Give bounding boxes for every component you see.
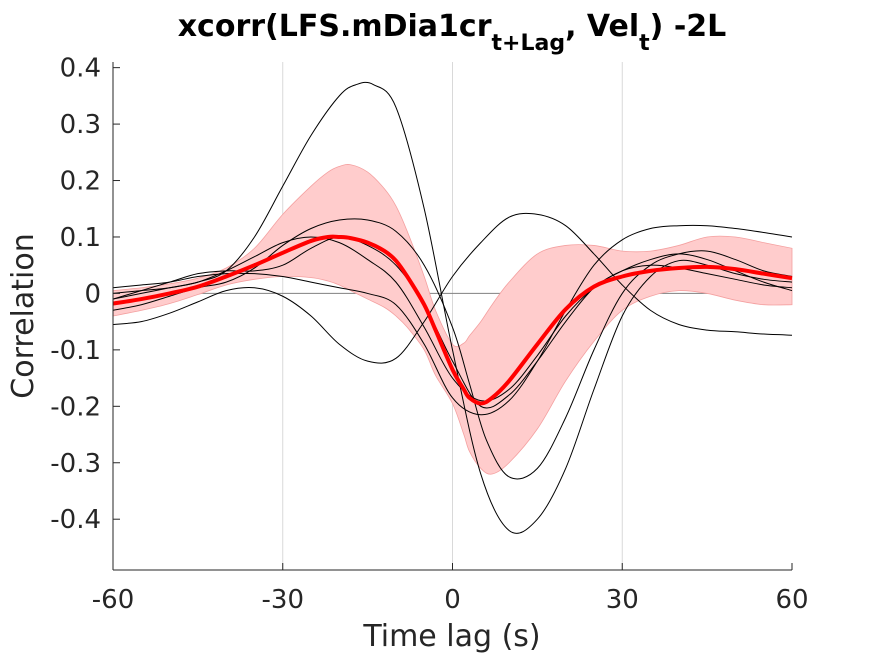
individual-series-line-2 [112, 212, 793, 364]
title-suffix: ) -2L [650, 9, 727, 44]
individual-series-line-1 [112, 81, 793, 534]
title-subscript-lag: t+Lag [492, 31, 566, 56]
individual-series-line-4 [112, 224, 793, 416]
title-subscript-t: t [639, 31, 650, 56]
x-axis-label: Time lag (s) [362, 619, 540, 654]
y-tick-label: -0.1 [50, 336, 101, 366]
mean-series-line [112, 234, 793, 406]
x-tick-label: -30 [262, 585, 304, 615]
x-tick-labels: -60 -30 0 30 60 [92, 585, 809, 615]
y-tick-labels: 0.4 0.3 0.2 0.1 0 -0.1 -0.2 -0.3 -0.4 [50, 54, 101, 536]
y-tick-label: -0.4 [50, 505, 101, 535]
x-tick-label: 0 [444, 585, 461, 615]
y-tick-label: -0.3 [50, 449, 101, 479]
y-tick-label: 0 [84, 279, 101, 309]
confidence-band [112, 164, 793, 475]
chart-title: xcorr(LFS.mDia1crt+Lag, Velt) -2L [178, 9, 727, 56]
y-tick-label: -0.2 [50, 392, 101, 422]
individual-series-line-3 [112, 218, 793, 480]
y-axis-label: Correlation [6, 233, 41, 398]
y-tick-label: 0.1 [60, 223, 101, 253]
y-tick-label: 0.3 [60, 110, 101, 140]
confidence-band-area [112, 164, 793, 475]
axes [112, 62, 793, 571]
x-tick-label: -60 [92, 585, 134, 615]
mean-series [112, 234, 793, 406]
x-tick-label: 30 [606, 585, 639, 615]
title-prefix: xcorr(LFS.mDia1cr [178, 9, 492, 44]
y-tick-label: 0.2 [60, 167, 101, 197]
title-middle: , Vel [565, 9, 639, 44]
y-tick-label: 0.4 [60, 54, 101, 84]
x-tick-label: 60 [775, 585, 808, 615]
